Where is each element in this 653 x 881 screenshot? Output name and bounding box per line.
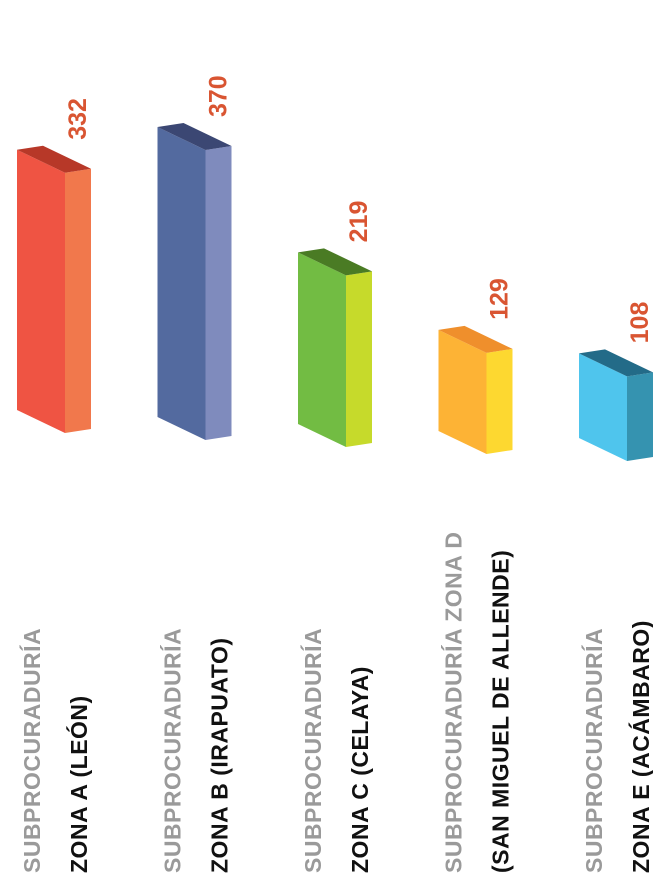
- bar-side: [486, 348, 513, 454]
- bar-top: [157, 123, 232, 150]
- data-label: 370: [205, 75, 233, 117]
- bar-front: [157, 127, 206, 440]
- data-label: 108: [626, 302, 653, 344]
- bar-side: [205, 146, 232, 440]
- tick-label: ZONA B (IRAPUATO): [207, 637, 233, 873]
- bar-side: [65, 168, 91, 433]
- bar-side: [627, 372, 653, 461]
- tick-label: SUBPROCURADURÍA: [18, 628, 45, 873]
- tick-label: SUBPROCURADURÍA: [299, 628, 326, 873]
- bar-top: [298, 248, 372, 276]
- data-label: 332: [64, 98, 92, 140]
- data-label: 129: [486, 278, 514, 320]
- tick-label: SUBPROCURADURÍA ZONA D: [440, 531, 467, 873]
- bar-top: [17, 145, 91, 173]
- data-label: 219: [345, 201, 373, 243]
- bar-front: [298, 252, 346, 447]
- tick-label: ZONA C (CELAYA): [347, 666, 373, 873]
- tick-label: SUBPROCURADURÍA: [580, 628, 607, 873]
- bar-front: [579, 353, 627, 461]
- bar-side: [346, 271, 372, 447]
- tick-label: ZONA E (ACÁMBARO): [627, 620, 653, 873]
- bar-front: [17, 149, 65, 433]
- bar-top: [579, 349, 653, 377]
- tick-label: (SAN MIGUEL DE ALLENDE): [488, 550, 514, 873]
- bar-top: [438, 325, 513, 353]
- tick-label: SUBPROCURADURÍA: [159, 628, 186, 873]
- tick-label: ZONA A (LEÓN): [65, 695, 92, 873]
- bar-front: [438, 329, 487, 454]
